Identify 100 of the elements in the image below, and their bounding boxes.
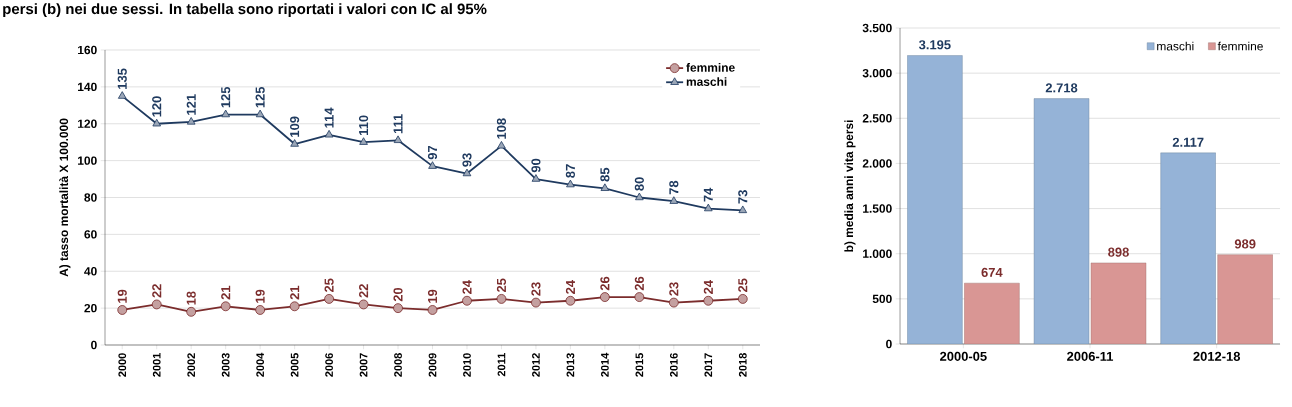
y-tick-label: 2.000 [862, 159, 892, 168]
x-tick-label: 2016 [669, 353, 678, 377]
legend-label: maschi [1157, 41, 1194, 51]
point [359, 137, 368, 145]
point [117, 305, 128, 315]
x-tick-label: 2002 [187, 353, 196, 377]
data-label: 21 [290, 285, 300, 300]
x-tick-label: 2017 [704, 353, 713, 377]
x-tick-label: 2005 [290, 353, 299, 377]
y-tick-label: 500 [872, 294, 892, 304]
data-label: 19 [117, 289, 127, 303]
x-tick-label: 2001 [152, 353, 161, 377]
data-label: 24 [703, 280, 713, 294]
data-label: 24 [462, 280, 472, 294]
data-label: 73 [738, 190, 748, 204]
x-tick-label: 2015 [635, 353, 644, 377]
data-label: 108 [496, 118, 507, 139]
point [703, 295, 714, 306]
y-tick-label: 20 [84, 303, 97, 313]
data-label: 85 [600, 167, 610, 182]
point [668, 297, 679, 308]
data-label: 989 [1234, 239, 1256, 249]
point [600, 292, 610, 302]
bar [1217, 254, 1273, 344]
x-tick-label: 2006 [325, 353, 333, 377]
point [186, 306, 197, 317]
legend-label: maschi [686, 77, 727, 86]
x-tick-label: 2003 [221, 353, 230, 377]
data-label: 120 [152, 96, 162, 117]
point [324, 294, 334, 304]
point [427, 305, 438, 315]
x-tick-label: 2000-05 [940, 351, 987, 361]
y-tick-label: 3.500 [862, 23, 892, 33]
y-tick-label: 160 [78, 45, 97, 55]
point [462, 168, 472, 177]
data-label: 125 [221, 86, 231, 108]
y-tick-label: 60 [84, 230, 97, 239]
x-tick-label: 2008 [394, 353, 402, 377]
data-label: 20 [393, 287, 403, 302]
x-tick-label: 2018 [738, 353, 747, 377]
data-label: 125 [255, 86, 265, 108]
point [186, 117, 196, 125]
point [531, 174, 541, 182]
y-tick-label: 0 [91, 340, 97, 350]
y-tick-label: 100 [78, 156, 97, 165]
x-tick-label: 2000 [118, 353, 127, 377]
y-tick-label: 1.500 [863, 204, 892, 213]
data-label: 111 [393, 114, 403, 134]
data-label: 97 [427, 145, 438, 160]
data-label: 90 [531, 158, 541, 173]
point [565, 295, 576, 306]
data-label: 25 [324, 278, 334, 293]
data-label: 74 [703, 187, 713, 202]
data-label: 3.195 [918, 40, 951, 50]
data-label: 78 [669, 180, 679, 195]
point [737, 294, 748, 304]
point [704, 203, 713, 212]
x-tick-label: 2012 [532, 353, 540, 377]
point [151, 299, 162, 310]
data-label: 19 [255, 289, 265, 303]
legend-label: femmine [1217, 41, 1263, 51]
data-label: 19 [427, 289, 438, 303]
y-tick-label: 140 [78, 82, 97, 92]
data-label: 26 [634, 276, 644, 291]
y-tick-label: 120 [78, 119, 97, 128]
data-label: 23 [669, 282, 679, 296]
data-label: 121 [186, 94, 196, 115]
y-tick-label: 0 [886, 339, 892, 349]
data-label: 2.117 [1172, 137, 1204, 147]
data-label: 2.718 [1045, 83, 1078, 93]
x-tick-label: 2013 [566, 353, 575, 377]
point [462, 295, 472, 306]
x-tick-label: 2010 [463, 353, 471, 377]
data-label: 18 [186, 291, 196, 305]
data-label: 25 [738, 278, 748, 293]
point [255, 109, 265, 118]
x-tick-label: 2007 [359, 353, 368, 377]
data-label: 898 [1108, 247, 1129, 257]
point [634, 292, 645, 302]
point [428, 161, 437, 169]
point [497, 140, 506, 149]
point [393, 135, 403, 143]
data-label: 23 [531, 282, 541, 296]
point [324, 129, 334, 138]
y-tick-label: 80 [84, 193, 97, 202]
data-label: 87 [565, 164, 575, 178]
data-label: 21 [221, 285, 231, 300]
point [566, 179, 575, 188]
point [635, 192, 644, 201]
y-axis-title: b) media anni vita persi [844, 120, 856, 252]
bar [964, 282, 1020, 344]
y-tick-label: 40 [84, 267, 97, 276]
data-label: 110 [358, 115, 369, 135]
bar [1033, 98, 1090, 344]
y-tick-label: 3.000 [862, 68, 892, 78]
x-tick-label: 2011 [497, 353, 506, 377]
data-label: 26 [600, 276, 610, 291]
data-label: 80 [634, 177, 644, 191]
data-label: 109 [290, 116, 300, 137]
bar [907, 55, 963, 344]
